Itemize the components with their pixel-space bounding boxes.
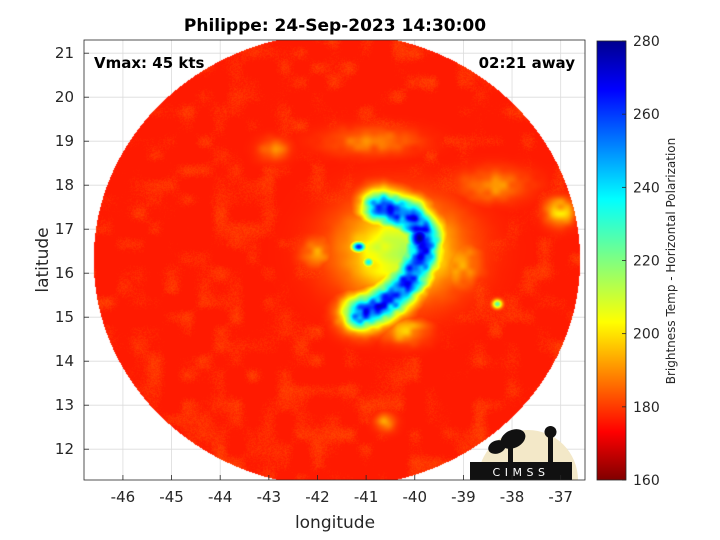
cimss-logo: CIMSS	[470, 426, 578, 480]
colorbar-tick-label: 160	[633, 473, 660, 489]
axis-ticks: -46 -45 -44 -43 -42 -41 -40 -39 -38 -37 12 13 14 15 16…	[55, 44, 573, 506]
logo-tower-top	[544, 426, 557, 438]
colorbar-label: Brightness Temp - Horizontal Polarizatio…	[664, 138, 678, 385]
text-annotations: Vmax: 45 kts 02:21 away	[94, 54, 575, 72]
y-tick-label: 19	[55, 132, 74, 150]
y-axis-label: latitude	[33, 227, 53, 292]
x-tick-label: -45	[159, 488, 184, 506]
x-tick-label: -42	[305, 488, 330, 506]
plot-frame	[83, 39, 586, 481]
y-tick-label: 21	[55, 44, 74, 62]
logo-dish-stand	[508, 446, 513, 464]
y-tick-label: 17	[55, 220, 74, 238]
logo-ground	[470, 462, 572, 480]
x-tick-label: -46	[111, 488, 136, 506]
logo-text: CIMSS	[493, 466, 550, 479]
y-tick-label: 12	[55, 440, 74, 458]
x-tick-label: -40	[403, 488, 428, 506]
colorbar-tick-label: 220	[633, 254, 660, 270]
x-tick-label: -43	[257, 488, 282, 506]
x-tick-label: -41	[354, 488, 379, 506]
y-tick-label: 16	[55, 264, 74, 282]
colorbar-tick-label: 180	[633, 400, 660, 416]
x-axis-label: longitude	[295, 513, 375, 533]
logo-satellite-dish	[500, 429, 526, 449]
colorbar-tick-label: 260	[633, 107, 660, 123]
colorbar-tick-label: 280	[633, 34, 660, 50]
colorbar-ticks: 160 180 200 220 240 260 280	[622, 34, 660, 489]
brightness-temperature-swath	[84, 40, 585, 480]
logo-satellite-dish-2	[488, 440, 506, 454]
y-tick-label: 20	[55, 88, 74, 106]
colorbar-gradient	[596, 40, 627, 481]
chart-title: Philippe: 24-Sep-2023 14:30:00	[184, 16, 486, 36]
x-tick-label: -39	[451, 488, 476, 506]
x-tick-label: -38	[500, 488, 525, 506]
y-tick-label: 18	[55, 176, 74, 194]
vmax-annotation: Vmax: 45 kts	[94, 54, 204, 72]
colorbar-tick-label: 240	[633, 180, 660, 196]
x-tick-label: -37	[548, 488, 573, 506]
colorbar: 160 180 200 220 240 260 280 Brightness Temp - …	[596, 34, 678, 489]
y-tick-label: 14	[55, 352, 74, 370]
colorbar-tick-label: 200	[633, 327, 660, 343]
x-tick-label: -44	[208, 488, 233, 506]
logo-tower	[548, 436, 553, 464]
y-tick-label: 13	[55, 396, 74, 414]
y-tick-label: 15	[55, 308, 74, 326]
time-offset-annotation: 02:21 away	[479, 54, 576, 72]
